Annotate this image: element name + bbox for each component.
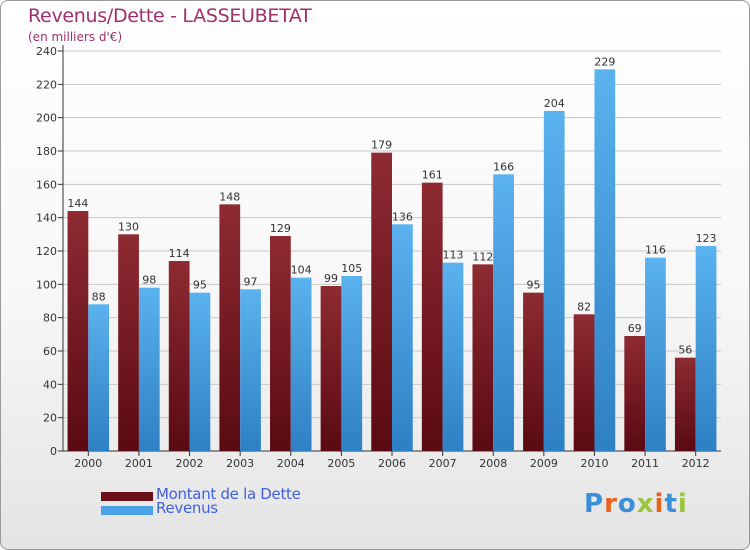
logo-letter: r	[604, 489, 618, 519]
legend-label-dette: Montant de la Dette	[156, 485, 301, 503]
data-label-revenus-2005: 105	[341, 262, 362, 275]
x-tick-label: 2007	[429, 457, 457, 470]
bar-dette-2002	[168, 261, 190, 451]
logo-letter: i	[654, 489, 665, 519]
data-label-dette-2004: 129	[270, 222, 291, 235]
data-label-revenus-2012: 123	[696, 232, 717, 245]
bar-revenus-2002	[189, 292, 211, 451]
y-tick-label: 120	[36, 245, 57, 258]
data-label-revenus-2001: 98	[142, 274, 156, 287]
bar-dette-2000	[67, 211, 89, 451]
y-tick-label: 240	[36, 45, 57, 58]
x-tick-label: 2010	[580, 457, 608, 470]
legend-swatch-dette	[101, 492, 153, 501]
bar-dette-2003	[219, 204, 241, 451]
bar-dette-2011	[624, 336, 646, 451]
y-tick-label: 220	[36, 78, 57, 91]
data-label-dette-2012: 56	[678, 344, 692, 357]
bar-revenus-2001	[138, 287, 160, 451]
data-label-dette-2010: 82	[577, 300, 591, 313]
y-tick-label: 160	[36, 178, 57, 191]
bar-dette-2005	[320, 286, 342, 451]
bar-revenus-2003	[240, 289, 261, 451]
logo-letter: P	[584, 489, 605, 519]
y-tick-label: 180	[36, 145, 57, 158]
data-label-revenus-2004: 104	[291, 264, 312, 277]
bar-revenus-2000	[88, 304, 110, 451]
data-label-dette-2007: 161	[422, 169, 443, 182]
data-label-revenus-2011: 116	[645, 244, 666, 257]
bar-revenus-2005	[341, 276, 363, 451]
data-label-dette-2009: 95	[526, 279, 540, 292]
y-tick-label: 100	[36, 278, 57, 291]
bar-revenus-2012	[695, 246, 717, 451]
bar-revenus-2010	[594, 69, 616, 451]
y-tick-label: 140	[36, 212, 57, 225]
bar-dette-2009	[523, 292, 544, 451]
data-label-dette-2002: 114	[169, 247, 190, 260]
data-label-revenus-2010: 229	[594, 55, 615, 68]
data-label-revenus-2002: 95	[193, 279, 207, 292]
bar-revenus-2008	[493, 174, 514, 452]
bar-revenus-2004	[290, 277, 312, 451]
data-label-revenus-2008: 166	[493, 160, 514, 173]
logo-letter: o	[617, 489, 637, 519]
data-label-revenus-2003: 97	[244, 275, 258, 288]
bar-dette-2001	[118, 234, 139, 451]
bar-dette-2012	[674, 357, 696, 451]
bar-dette-2004	[270, 236, 291, 451]
data-label-dette-2000: 144	[67, 197, 88, 210]
bar-revenus-2009	[543, 111, 565, 451]
x-tick-label: 2003	[226, 457, 254, 470]
data-label-dette-2011: 69	[628, 322, 642, 335]
logo-letter: i	[677, 489, 688, 519]
data-label-revenus-2000: 88	[92, 290, 106, 303]
x-tick-label: 2002	[176, 457, 204, 470]
y-tick-label: 200	[36, 112, 57, 125]
y-tick-label: 40	[43, 378, 57, 391]
chart-title: Revenus/Dette - LASSEUBETAT	[28, 5, 312, 27]
bar-revenus-2007	[442, 262, 464, 451]
logo-letter: x	[636, 489, 655, 519]
proxiti-logo: Proxiti	[584, 489, 688, 519]
x-tick-label: 2006	[378, 457, 406, 470]
bar-revenus-2011	[645, 257, 666, 451]
data-label-dette-2006: 179	[371, 139, 392, 152]
data-label-dette-2008: 112	[472, 250, 493, 263]
x-tick-label: 2008	[479, 457, 507, 470]
x-tick-label: 2004	[277, 457, 305, 470]
data-label-dette-2005: 99	[324, 272, 338, 285]
data-label-revenus-2006: 136	[392, 210, 413, 223]
legend-label-revenus: Revenus	[156, 499, 218, 517]
bar-dette-2010	[573, 314, 595, 451]
x-tick-label: 2005	[327, 457, 355, 470]
bar-dette-2008	[472, 264, 494, 451]
bar-dette-2006	[371, 152, 392, 451]
x-tick-label: 2001	[125, 457, 153, 470]
y-tick-label: 60	[43, 345, 57, 358]
x-tick-label: 2012	[682, 457, 710, 470]
data-label-revenus-2007: 113	[442, 249, 463, 262]
data-label-dette-2001: 130	[118, 220, 139, 233]
x-tick-label: 2011	[631, 457, 659, 470]
x-tick-label: 2000	[74, 457, 102, 470]
data-label-dette-2003: 148	[219, 190, 240, 203]
y-tick-label: 0	[50, 445, 57, 458]
y-tick-label: 20	[43, 412, 57, 425]
bar-dette-2007	[421, 182, 443, 451]
data-label-revenus-2009: 204	[544, 97, 565, 110]
bars	[67, 69, 717, 452]
legend-swatch-revenus	[101, 506, 153, 515]
x-tick-label: 2009	[530, 457, 558, 470]
y-tick-label: 80	[43, 312, 57, 325]
bar-revenus-2006	[392, 224, 413, 451]
chart-subtitle: (en milliers d'€)	[28, 30, 123, 44]
logo-letter: t	[664, 489, 678, 519]
